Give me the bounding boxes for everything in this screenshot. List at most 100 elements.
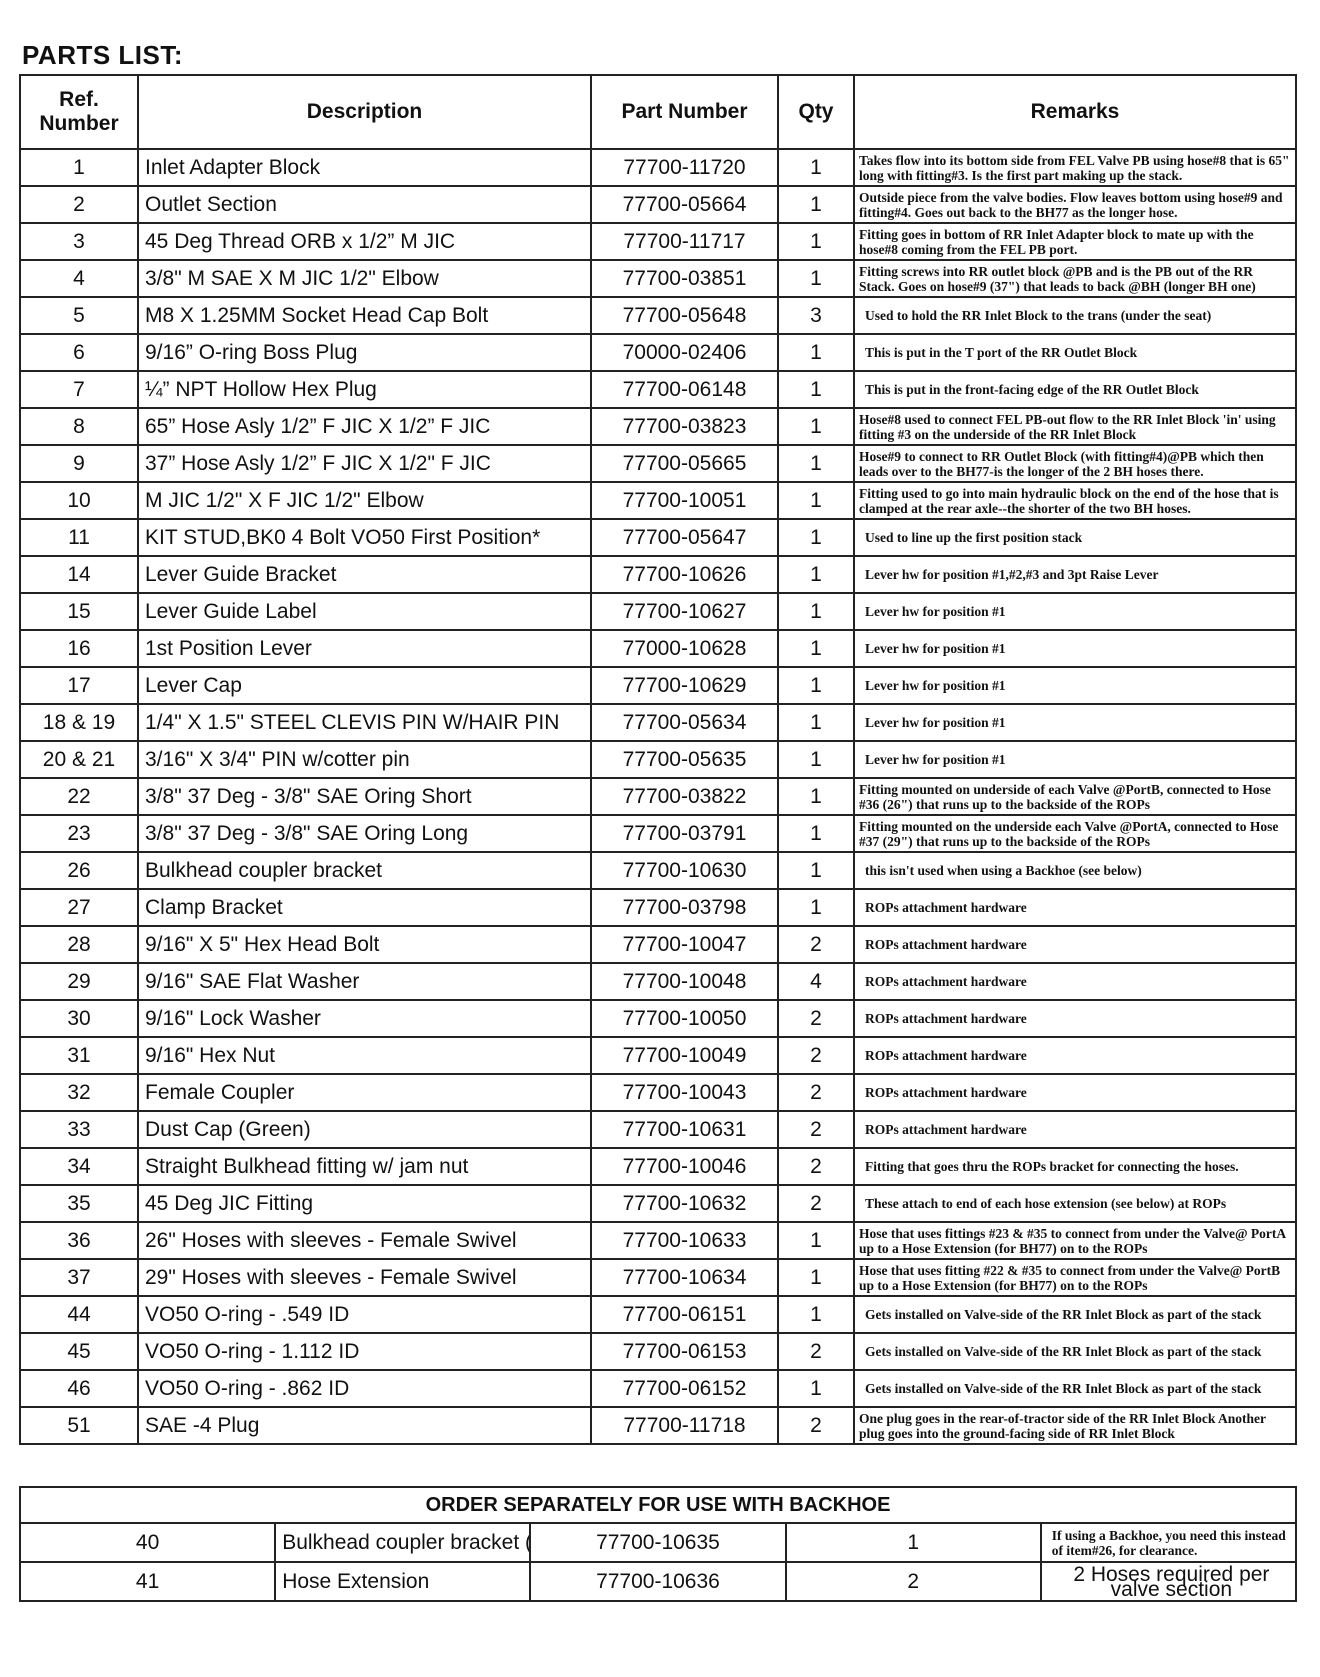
- description-cell: Clamp Bracket: [137, 888, 592, 927]
- part-number-cell: 77700-03791: [590, 814, 779, 853]
- remarks-cell: ROPs attachment hardware: [853, 888, 1297, 927]
- ref-cell: 28: [19, 925, 139, 964]
- description-cell: Bulkhead coupler bracket (BACKHOE): [274, 1522, 532, 1563]
- table-row: 29 9/16" SAE Flat Washer 77700-10048 4 ROPs …: [19, 962, 1297, 1001]
- description-cell: 29" Hoses with sleeves - Female Swivel: [137, 1258, 592, 1297]
- part-number-cell: 77700-05634: [590, 703, 779, 742]
- part-number-cell: 77700-10050: [590, 999, 779, 1038]
- part-number-cell: 77700-06151: [590, 1295, 779, 1334]
- qty-cell: 1: [777, 740, 855, 779]
- part-number-cell: 77700-06148: [590, 370, 779, 409]
- table-row: 10 M JIC 1/2" X F JIC 1/2" Elbow 77700-100…: [19, 481, 1297, 520]
- ref-cell: 44: [19, 1295, 139, 1334]
- ref-cell: 20 & 21: [19, 740, 139, 779]
- qty-cell: 2: [777, 925, 855, 964]
- backhoe-header-row: ORDER SEPARATELY FOR USE WITH BACKHOE: [19, 1486, 1297, 1524]
- qty-cell: 2: [777, 1036, 855, 1075]
- remarks-cell: Lever hw for position #1,#2,#3 and 3pt R…: [853, 555, 1297, 594]
- ref-cell: 10: [19, 481, 139, 520]
- description-cell: Dust Cap (Green): [137, 1110, 592, 1149]
- remarks-cell: Lever hw for position #1: [853, 740, 1297, 779]
- description-cell: 45 Deg JIC Fitting: [137, 1184, 592, 1223]
- remarks-cell: Fitting goes in bottom of RR Inlet Adapt…: [853, 222, 1297, 261]
- remarks-cell: Hose that uses fitting #22 & #35 to conn…: [853, 1258, 1297, 1297]
- qty-cell: 3: [777, 296, 855, 335]
- ref-cell: 5: [19, 296, 139, 335]
- ref-cell: 45: [19, 1332, 139, 1371]
- ref-cell: 26: [19, 851, 139, 890]
- qty-cell: 1: [777, 518, 855, 557]
- part-number-cell: 77000-10628: [590, 629, 779, 668]
- ref-cell: 16: [19, 629, 139, 668]
- qty-cell: 2: [777, 1073, 855, 1112]
- table-row: 6 9/16” O-ring Boss Plug 70000-02406 1 This …: [19, 333, 1297, 372]
- remarks-cell: Gets installed on Valve-side of the RR I…: [853, 1369, 1297, 1408]
- description-cell: 9/16" Lock Washer: [137, 999, 592, 1038]
- ref-cell: 30: [19, 999, 139, 1038]
- ref-cell: 11: [19, 518, 139, 557]
- qty-cell: 1: [777, 481, 855, 520]
- description-cell: Lever Cap: [137, 666, 592, 705]
- qty-cell: 1: [777, 666, 855, 705]
- ref-cell: 41: [18, 1561, 277, 1602]
- table-row: 7 ¼” NPT Hollow Hex Plug 77700-06148 1 This …: [19, 370, 1297, 409]
- remarks-cell: Hose that uses fittings #23 & #35 to con…: [853, 1221, 1297, 1260]
- remarks-cell: Outside piece from the valve bodies. Flo…: [853, 185, 1297, 224]
- table-row: 2 Outlet Section 77700-05664 1 Outside piece…: [19, 185, 1297, 224]
- remarks-cell: ROPs attachment hardware: [853, 925, 1297, 964]
- remarks-cell: Used to line up the first position stack: [853, 518, 1297, 557]
- remarks-cell: Lever hw for position #1: [853, 629, 1297, 668]
- backhoe-table: ORDER SEPARATELY FOR USE WITH BACKHOE 40…: [18, 1486, 1298, 1602]
- ref-cell: 35: [19, 1184, 139, 1223]
- table-row: 41 Hose Extension 77700-10636 2 2 Hoses requ…: [18, 1561, 1298, 1602]
- ref-cell: 37: [19, 1258, 139, 1297]
- remarks-cell: 2 Hoses required per valve section: [1039, 1561, 1298, 1602]
- description-cell: M8 X 1.25MM Socket Head Cap Bolt: [137, 296, 592, 335]
- description-cell: 9/16" Hex Nut: [137, 1036, 592, 1075]
- description-cell: 3/8" 37 Deg - 3/8" SAE Oring Long: [137, 814, 592, 853]
- qty-cell: 1: [777, 592, 855, 631]
- qty-cell: 1: [777, 555, 855, 594]
- ref-cell: 29: [19, 962, 139, 1001]
- qty-cell: 1: [777, 1221, 855, 1260]
- description-cell: 3/8" M SAE X M JIC 1/2" Elbow: [137, 259, 592, 298]
- table-row: 14 Lever Guide Bracket 77700-10626 1 Lever h…: [19, 555, 1297, 594]
- table-row: 17 Lever Cap 77700-10629 1 Lever hw for posi…: [19, 666, 1297, 705]
- ref-cell: 27: [19, 888, 139, 927]
- description-cell: Female Coupler: [137, 1073, 592, 1112]
- backhoe-heading: ORDER SEPARATELY FOR USE WITH BACKHOE: [19, 1486, 1297, 1524]
- ref-cell: 23: [19, 814, 139, 853]
- table-row: 51 SAE -4 Plug 77700-11718 2 One plug goes i…: [19, 1406, 1297, 1445]
- remarks-cell: Fitting used to go into main hydraulic b…: [853, 481, 1297, 520]
- table-row: 22 3/8" 37 Deg - 3/8" SAE Oring Short 7770…: [19, 777, 1297, 816]
- table-row: 1 Inlet Adapter Block 77700-11720 1 Takes fl…: [19, 148, 1297, 187]
- part-number-cell: 77700-06152: [590, 1369, 779, 1408]
- remarks-cell: ROPs attachment hardware: [853, 1110, 1297, 1149]
- table-row: 4 3/8" M SAE X M JIC 1/2" Elbow 77700-0385…: [19, 259, 1297, 298]
- part-number-cell: 77700-10633: [590, 1221, 779, 1260]
- qty-cell: 1: [777, 370, 855, 409]
- remarks-cell: Lever hw for position #1: [853, 592, 1297, 631]
- table-row: 15 Lever Guide Label 77700-10627 1 Lever hw …: [19, 592, 1297, 631]
- description-cell: 9/16" X 5" Hex Head Bolt: [137, 925, 592, 964]
- ref-cell: 36: [19, 1221, 139, 1260]
- remarks-cell: ROPs attachment hardware: [853, 1073, 1297, 1112]
- part-number-cell: 77700-05647: [590, 518, 779, 557]
- remarks-cell: This is put in the front-facing edge of …: [853, 370, 1297, 409]
- page-title: PARTS LIST:: [22, 40, 184, 70]
- ref-cell: 17: [19, 666, 139, 705]
- description-cell: 3/16" X 3/4" PIN w/cotter pin: [137, 740, 592, 779]
- part-number-cell: 77700-10634: [590, 1258, 779, 1297]
- part-number-cell: 77700-05665: [590, 444, 779, 483]
- part-number-cell: 77700-05635: [590, 740, 779, 779]
- ref-cell: 40: [18, 1522, 277, 1563]
- table-row: 11 KIT STUD,BK0 4 Bolt VO50 First Positio…: [19, 518, 1297, 557]
- description-cell: 1/4" X 1.5" STEEL CLEVIS PIN W/HAIR PIN: [137, 703, 592, 742]
- part-number-cell: 77700-10631: [590, 1110, 779, 1149]
- part-number-cell: 77700-10626: [590, 555, 779, 594]
- table-row: 35 45 Deg JIC Fitting 77700-10632 2 These at…: [19, 1184, 1297, 1223]
- description-cell: VO50 O-ring - .549 ID: [137, 1295, 592, 1334]
- description-cell: VO50 O-ring - .862 ID: [137, 1369, 592, 1408]
- part-number-cell: 70000-02406: [590, 333, 779, 372]
